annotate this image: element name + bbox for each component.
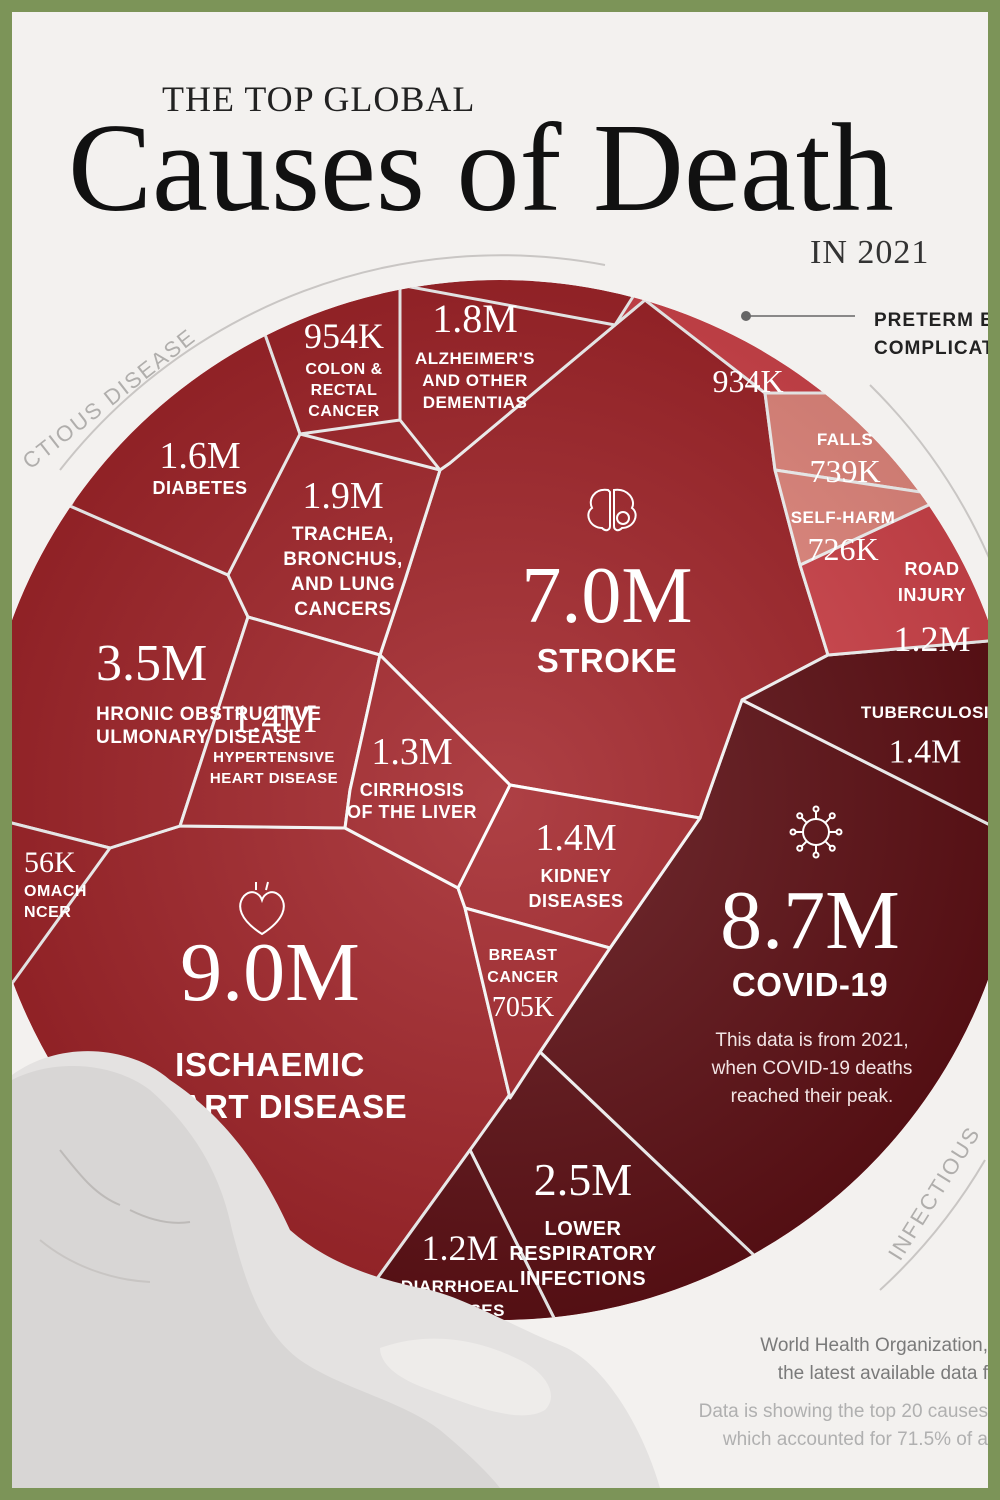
cell-label-alzheimer-s-and-other-dementias: 1.8M ALZHEIMER'S AND OTHER DEMENTIAS: [415, 296, 535, 412]
cell-name-breast-cancer: CANCER: [487, 969, 558, 986]
cell-label-self-harm: SELF-HARM 726K: [791, 508, 896, 567]
cell-value-ischaemic-heart-disease: 9.0M: [180, 926, 360, 1019]
cell-name-colon-rectal-cancer: COLON &: [305, 361, 382, 378]
title-kicker: THE TOP GLOBAL: [162, 79, 476, 119]
cell-label-kidney-diseases: 1.4M KIDNEY DISEASES: [528, 817, 623, 911]
virus-icon: [789, 805, 843, 859]
cell-label-road-injury: ROAD INJURY 1.2M: [893, 559, 970, 659]
cell-value-lower-respiratory-infections: 2.5M: [534, 1154, 632, 1205]
footer-note: Data is showing the top 20 causes which …: [699, 1398, 988, 1454]
cell-name-road-injury: ROAD: [905, 559, 960, 579]
cell-value-cirrhosis-of-the-liver: 1.3M: [371, 731, 452, 773]
cell-label-stomach-cancer: 56K OMACH NCER: [24, 846, 87, 921]
cell-name-tuberculosis: TUBERCULOSI: [861, 703, 988, 722]
cell-value-colon-rectal-cancer: 954K: [304, 316, 384, 356]
cell-value-alzheimer-s-and-other-dementias: 1.8M: [432, 296, 518, 341]
cell-value-falls: 739K: [809, 453, 880, 489]
cell-name-trachea-bronchus-and-lung-cancers: AND LUNG: [291, 574, 395, 595]
cell-name-chronic-obstructive-pulmonary-disease: HRONIC OBSTRUCTIVE: [96, 704, 321, 725]
cell-value-trachea-bronchus-and-lung-cancers: 1.9M: [302, 475, 383, 517]
infographic-frame: 9.0M ISCHAEMIC HEART DISEASE 8.7M COVID-19 7.…: [12, 12, 988, 1488]
cell-name-trachea-bronchus-and-lung-cancers: TRACHEA,: [292, 524, 394, 545]
cell-label-falls: FALLS 739K: [809, 430, 880, 489]
cell-value-chronic-obstructive-pulmonary-disease: 3.5M: [96, 635, 207, 692]
callout-line2: COMPLICAT: [874, 338, 988, 359]
page-title: Causes of Death: [68, 99, 894, 238]
cell-name-alzheimer-s-and-other-dementias: AND OTHER: [422, 371, 528, 390]
callout-line1: PRETERM B: [874, 310, 988, 331]
cell-value-diarrhoeal-diseases: 1.2M: [421, 1228, 498, 1268]
note-line2: when COVID-19 deaths: [711, 1058, 913, 1079]
cell-name-lower-respiratory-infections: LOWER: [545, 1218, 622, 1240]
footer-source-line2: the latest available data f: [777, 1363, 988, 1384]
heart-icon: [239, 881, 285, 936]
footer-source: World Health Organization, the latest av…: [760, 1332, 988, 1388]
title-year: IN 2021: [810, 234, 930, 271]
cell-name-self-harm: SELF-HARM: [791, 508, 896, 527]
cell-label-colon-rectal-cancer: 954K COLON & RECTAL CANCER: [304, 316, 384, 420]
cell-name-falls: FALLS: [817, 430, 873, 449]
cell-name-road-injury: INJURY: [898, 585, 966, 605]
cell-label-preterm-birth-complications: 934K: [712, 363, 783, 399]
cell-name-trachea-bronchus-and-lung-cancers: BRONCHUS,: [283, 549, 403, 570]
cell-value-hypertensive-heart-disease: 1.4M: [231, 696, 317, 741]
cell-label-trachea-bronchus-and-lung-cancers: 1.9M TRACHEA, BRONCHUS, AND LUNG CANCERS: [283, 475, 403, 620]
note-line1: This data is from 2021,: [715, 1030, 908, 1051]
cell-name-cirrhosis-of-the-liver: OF THE LIVER: [347, 802, 477, 822]
cell-value-preterm-birth-complications: 934K: [712, 363, 783, 399]
statue-image: [12, 1051, 660, 1488]
cell-name-kidney-diseases: DISEASES: [528, 891, 623, 911]
cell-value-diabetes: 1.6M: [159, 435, 240, 477]
cell-label-hypertensive-heart-disease: 1.4M HYPERTENSIVE HEART DISEASE: [210, 696, 338, 787]
cell-value-road-injury: 1.2M: [893, 619, 970, 659]
cell-name-lower-respiratory-infections: RESPIRATORY: [509, 1243, 657, 1265]
footer-note-line2: which accounted for 71.5% of a: [722, 1429, 988, 1450]
cell-name-colon-rectal-cancer: RECTAL: [311, 382, 378, 399]
footer-source-line1: World Health Organization,: [760, 1335, 988, 1356]
cell-value-stroke: 7.0M: [521, 552, 692, 640]
cell-value-stomach-cancer: 56K: [24, 846, 76, 879]
footer-note-line1: Data is showing the top 20 causes: [698, 1401, 988, 1422]
cell-label-tuberculosis: TUBERCULOSI 1.4M: [861, 703, 988, 771]
ring-label-right: INFECTIOUS: [883, 1121, 985, 1264]
cell-name-ischaemic-heart-disease: ISCHAEMIC: [175, 1046, 365, 1083]
cell-value-kidney-diseases: 1.4M: [535, 817, 616, 859]
cell-value-self-harm: 726K: [807, 531, 878, 567]
cell-name-breast-cancer: BREAST: [489, 947, 558, 964]
cell-label-lower-respiratory-infections: 2.5M LOWER RESPIRATORY INFECTIONS: [509, 1154, 657, 1290]
cell-name-alzheimer-s-and-other-dementias: ALZHEIMER'S: [415, 349, 535, 368]
cell-value-tuberculosis: 1.4M: [889, 734, 962, 771]
cell-name-diabetes: DIABETES: [152, 478, 247, 498]
cell-name-stroke: STROKE: [537, 642, 678, 679]
cell-label-breast-cancer: BREAST CANCER 705K: [487, 947, 558, 1023]
cell-name-cirrhosis-of-the-liver: CIRRHOSIS: [360, 780, 465, 800]
brain-icon: [587, 488, 637, 532]
cell-name-trachea-bronchus-and-lung-cancers: CANCERS: [294, 599, 391, 620]
note-line3: reached their peak.: [731, 1086, 894, 1107]
cell-value-breast-cancer: 705K: [492, 992, 554, 1023]
cell-name-stomach-cancer: OMACH: [24, 883, 87, 900]
cell-name-colon-rectal-cancer: CANCER: [308, 403, 379, 420]
cell-value-covid-19: 8.7M: [720, 874, 900, 967]
cell-name-stomach-cancer: NCER: [24, 904, 71, 921]
cell-name-hypertensive-heart-disease: HYPERTENSIVE: [213, 749, 335, 766]
cell-name-covid-19: COVID-19: [732, 966, 888, 1003]
cell-name-kidney-diseases: KIDNEY: [540, 866, 611, 886]
cell-name-alzheimer-s-and-other-dementias: DEMENTIAS: [423, 393, 528, 412]
cell-name-chronic-obstructive-pulmonary-disease: ULMONARY DISEASE: [96, 727, 301, 748]
cell-name-hypertensive-heart-disease: HEART DISEASE: [210, 770, 338, 787]
cell-name-lower-respiratory-infections: INFECTIONS: [520, 1268, 646, 1290]
